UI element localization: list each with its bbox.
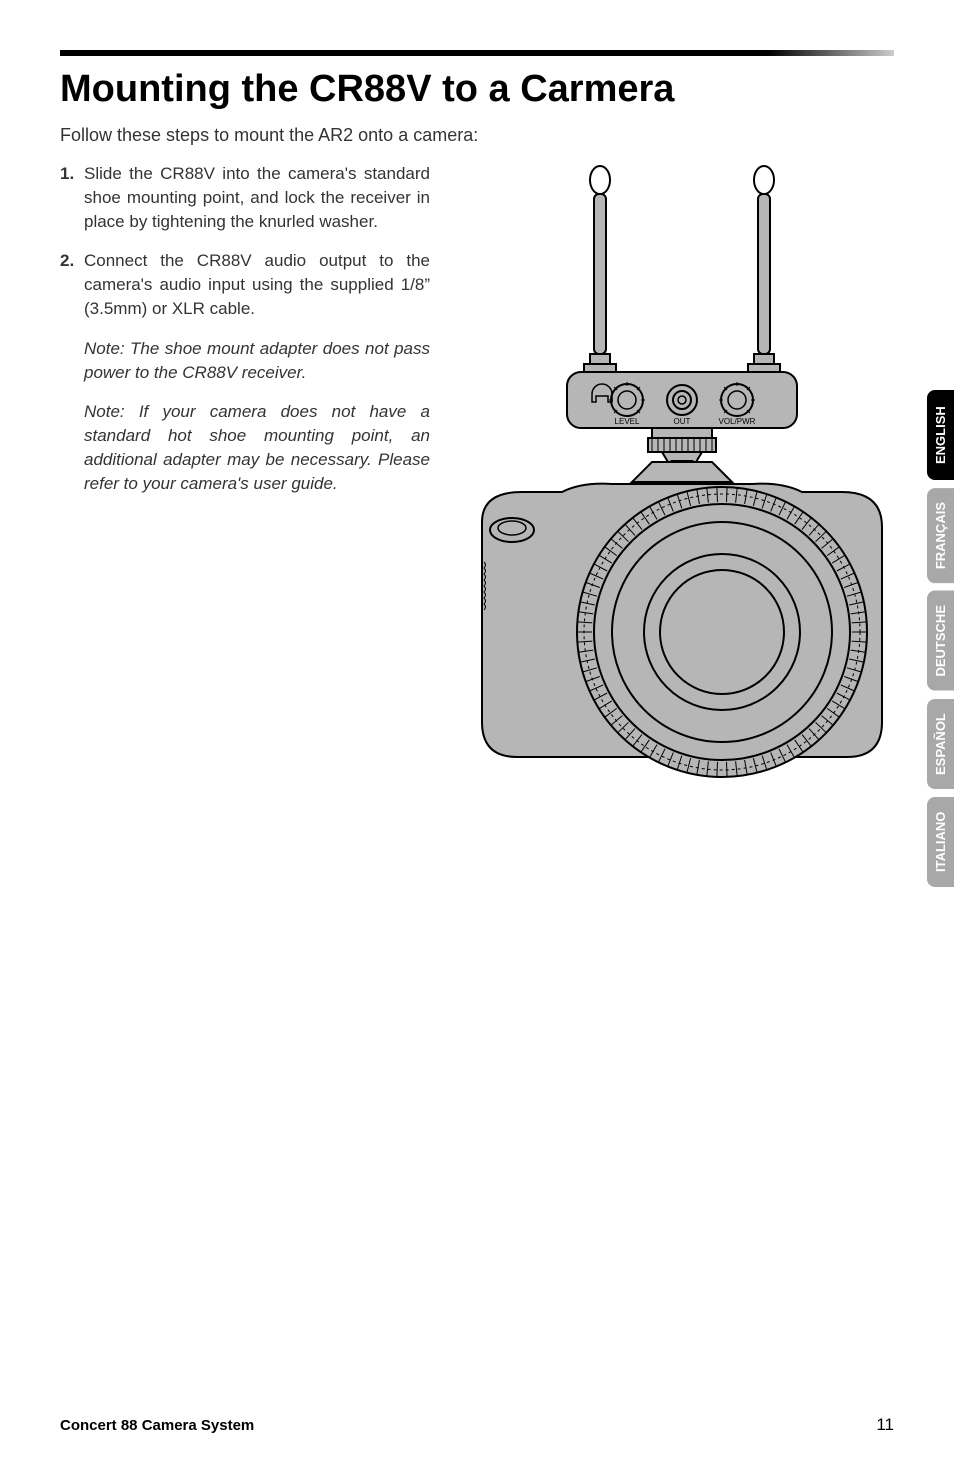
lang-tab-deutsche[interactable]: DEUTSCHE <box>927 591 954 691</box>
diagram-column: LEVEL OUT VOL/PWR <box>450 162 894 782</box>
content-row: 1. Slide the CR88V into the camera's sta… <box>60 162 894 782</box>
receiver-body: LEVEL OUT VOL/PWR <box>567 372 797 428</box>
note-1: Note: The shoe mount adapter does not pa… <box>84 337 430 385</box>
lang-tab-english[interactable]: ENGLISH <box>927 390 954 480</box>
step-1-text: Slide the CR88V into the camera's standa… <box>84 164 430 231</box>
antenna-left <box>584 166 616 376</box>
step-2-text: Connect the CR88V audio output to the ca… <box>84 251 430 318</box>
footer-title: Concert 88 Camera System <box>60 1417 254 1434</box>
intro-text: Follow these steps to mount the AR2 onto… <box>60 125 894 146</box>
text-column: 1. Slide the CR88V into the camera's sta… <box>60 162 430 782</box>
top-rule <box>60 50 894 56</box>
step-2: 2. Connect the CR88V audio output to the… <box>60 249 430 495</box>
label-volpwr: VOL/PWR <box>719 417 756 426</box>
step-2-num: 2. <box>60 249 74 273</box>
label-level: LEVEL <box>615 417 640 426</box>
antenna-right <box>748 166 780 376</box>
camera-lens <box>577 487 867 777</box>
language-tabs: ENGLISH FRANÇAIS DEUTSCHE ESPAÑOL ITALIA… <box>927 390 954 887</box>
step-1: 1. Slide the CR88V into the camera's sta… <box>60 162 430 233</box>
lang-tab-italiano[interactable]: ITALIANO <box>927 797 954 887</box>
step-1-num: 1. <box>60 162 74 186</box>
footer: Concert 88 Camera System 11 <box>60 1415 894 1435</box>
lang-tab-espanol[interactable]: ESPAÑOL <box>927 699 954 789</box>
lang-tab-francais[interactable]: FRANÇAIS <box>927 488 954 583</box>
page-number: 11 <box>876 1415 894 1435</box>
note-2: Note: If your camera does not have a sta… <box>84 400 430 495</box>
camera-diagram: LEVEL OUT VOL/PWR <box>452 162 892 782</box>
page-title: Mounting the CR88V to a Carmera <box>60 68 894 111</box>
label-out: OUT <box>674 417 691 426</box>
camera-body <box>482 462 882 777</box>
